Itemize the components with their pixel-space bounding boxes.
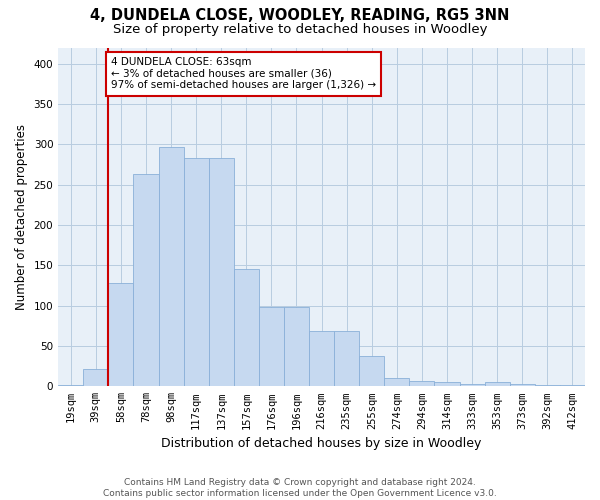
X-axis label: Distribution of detached houses by size in Woodley: Distribution of detached houses by size … — [161, 437, 482, 450]
Bar — [184, 158, 209, 386]
Bar — [234, 270, 259, 386]
Bar — [409, 380, 434, 386]
Text: Contains HM Land Registry data © Crown copyright and database right 2024.
Contai: Contains HM Land Registry data © Crown c… — [103, 478, 497, 498]
Bar — [485, 382, 510, 386]
Bar — [359, 356, 385, 386]
Bar — [434, 382, 460, 386]
Bar — [158, 146, 184, 386]
Bar — [334, 332, 359, 386]
Text: Size of property relative to detached houses in Woodley: Size of property relative to detached ho… — [113, 22, 487, 36]
Y-axis label: Number of detached properties: Number of detached properties — [15, 124, 28, 310]
Bar — [209, 158, 234, 386]
Text: 4, DUNDELA CLOSE, WOODLEY, READING, RG5 3NN: 4, DUNDELA CLOSE, WOODLEY, READING, RG5 … — [91, 8, 509, 22]
Bar — [284, 308, 309, 386]
Bar — [535, 384, 560, 386]
Text: 4 DUNDELA CLOSE: 63sqm
← 3% of detached houses are smaller (36)
97% of semi-deta: 4 DUNDELA CLOSE: 63sqm ← 3% of detached … — [111, 57, 376, 90]
Bar — [309, 332, 334, 386]
Bar — [510, 384, 535, 386]
Bar — [109, 283, 133, 387]
Bar — [259, 308, 284, 386]
Bar — [83, 368, 109, 386]
Bar — [460, 384, 485, 386]
Bar — [133, 174, 158, 386]
Bar — [385, 378, 409, 386]
